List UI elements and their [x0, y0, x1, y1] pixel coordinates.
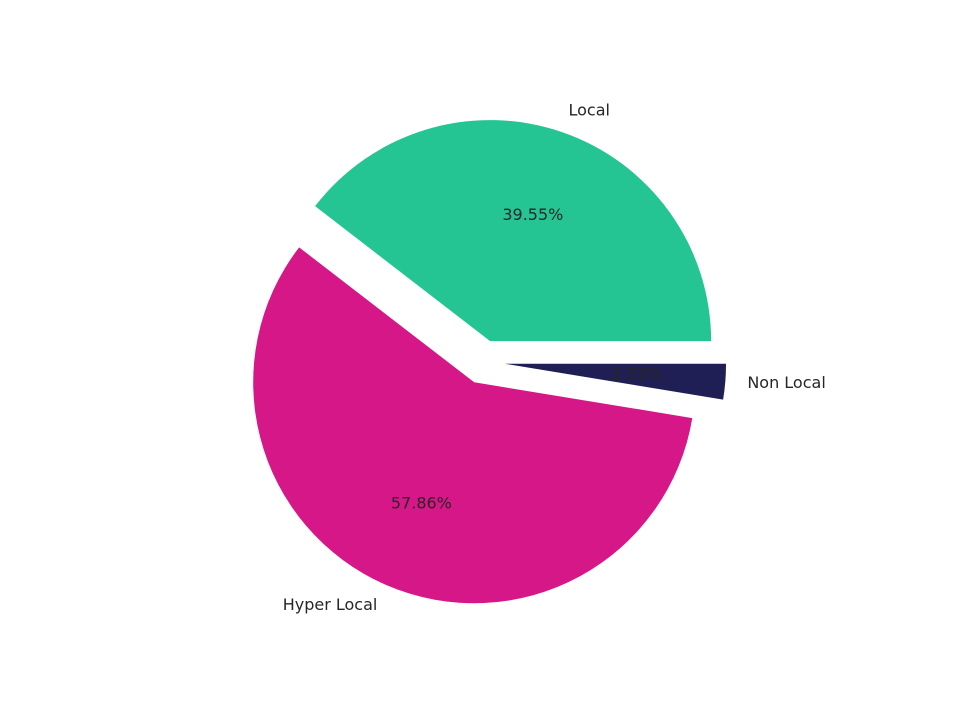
- pie-slice-hyper-local: [253, 247, 693, 604]
- pie-slice-non-local: [505, 363, 727, 400]
- pie-slice-local: [315, 120, 712, 342]
- slice-label-hyper-local: Hyper Local: [283, 595, 378, 614]
- pct-label-non-local: 2.59%: [612, 364, 663, 383]
- pct-label-hyper-local: 57.86%: [391, 493, 452, 512]
- pct-label-local: 39.55%: [502, 205, 563, 224]
- slice-label-local: Local: [569, 100, 610, 119]
- slice-label-non-local: Non Local: [747, 373, 825, 392]
